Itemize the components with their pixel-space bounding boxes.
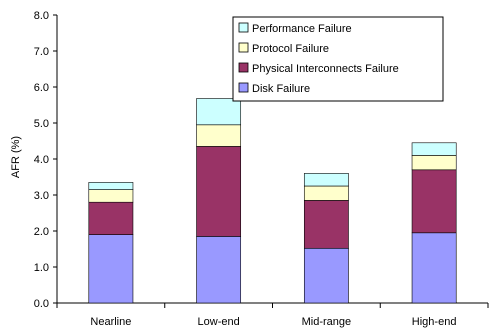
legend-label: Disk Failure bbox=[252, 83, 310, 95]
legend-swatch bbox=[238, 22, 249, 33]
bar-segment bbox=[196, 236, 242, 304]
bar-segment bbox=[196, 98, 242, 126]
legend-label: Performance Failure bbox=[252, 23, 352, 35]
legend-swatch bbox=[238, 82, 249, 93]
y-tick-label: 8.0 bbox=[34, 10, 49, 22]
bar-segment bbox=[196, 124, 242, 147]
y-tick-label: 7.0 bbox=[34, 46, 49, 58]
bar-segment bbox=[303, 200, 349, 249]
y-tick-label: 4.0 bbox=[34, 154, 49, 166]
y-tick-label: 6.0 bbox=[34, 82, 49, 94]
x-axis: Nearline Low-end Mid-range High-end bbox=[56, 302, 489, 328]
legend: Performance Failure Protocol Failure Physi… bbox=[232, 16, 444, 102]
bar-segment bbox=[303, 247, 349, 304]
bar-segment bbox=[88, 234, 134, 304]
bar-segment bbox=[411, 142, 457, 156]
legend-swatch bbox=[238, 42, 249, 53]
legend-label: Physical Interconnects Failure bbox=[252, 63, 399, 75]
y-tick-label: 1.0 bbox=[34, 262, 49, 274]
y-axis: 0.0 1.0 2.0 3.0 4.0 5.0 6.0 7.0 8.0 bbox=[34, 10, 58, 310]
y-tick-label: 0.0 bbox=[34, 298, 49, 310]
x-tick-label: Low-end bbox=[198, 316, 240, 328]
bar-segment bbox=[411, 155, 457, 171]
legend-label: Protocol Failure bbox=[252, 43, 329, 55]
legend-box bbox=[232, 16, 444, 102]
bar-segment bbox=[88, 189, 134, 203]
bar-segment bbox=[303, 173, 349, 187]
bar-segment bbox=[196, 146, 242, 237]
x-tick-label: Nearline bbox=[90, 316, 131, 328]
y-tick-label: 2.0 bbox=[34, 226, 49, 238]
x-tick-label: High-end bbox=[412, 316, 457, 328]
bar-segment bbox=[88, 201, 134, 235]
y-tick-label: 3.0 bbox=[34, 190, 49, 202]
bar-segment bbox=[303, 185, 349, 201]
x-tick-label: Mid-range bbox=[302, 316, 352, 328]
y-tick-label: 5.0 bbox=[34, 118, 49, 130]
y-axis-title: AFR (%) bbox=[10, 136, 22, 178]
bar-segment bbox=[411, 232, 457, 304]
legend-swatch bbox=[238, 62, 249, 73]
bars bbox=[88, 98, 457, 304]
bar-segment bbox=[411, 169, 457, 234]
bar-segment bbox=[88, 182, 134, 190]
